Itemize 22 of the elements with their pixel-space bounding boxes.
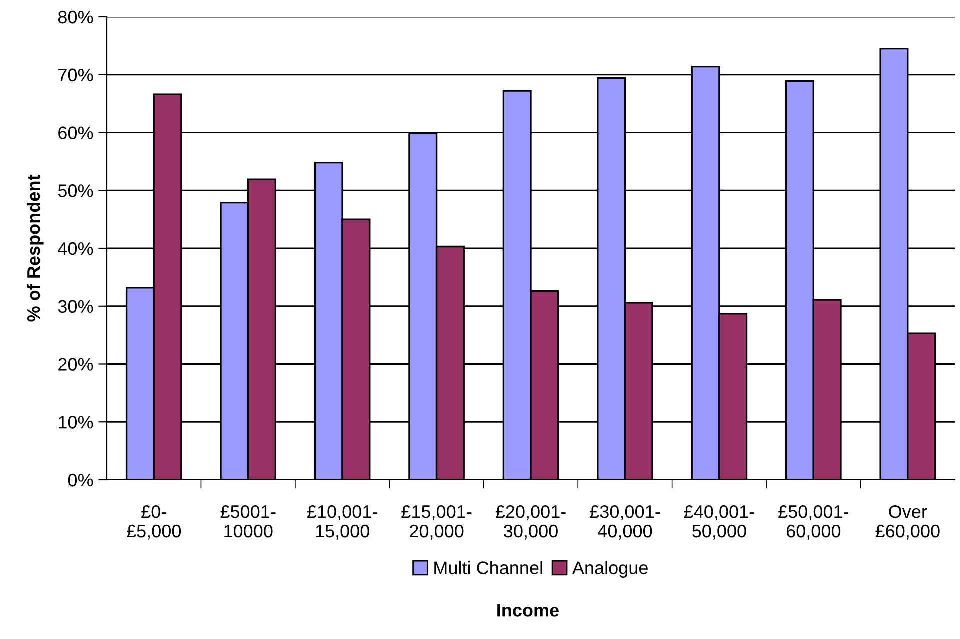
legend-label: Analogue (572, 561, 648, 578)
legend-label: Multi Channel (434, 561, 542, 574)
x-tick-label: £5001- 10000 (220, 505, 276, 538)
x-axis-title: Income (498, 604, 559, 617)
x-tick-label: £30,001- 40,000 (590, 505, 660, 540)
x-tick-label: £0- £5,000 (127, 505, 182, 540)
x-tick-label: £50,001- 60,000 (778, 505, 849, 540)
y-tick-label: 10% (59, 416, 94, 429)
y-tick-label: 40% (58, 242, 94, 256)
y-tick-label: 0% (68, 474, 94, 487)
y-tick-label: 60% (58, 126, 94, 140)
x-tick-label: £10,001- 15,000 (307, 505, 378, 540)
y-tick-label: 30% (58, 300, 94, 314)
y-tick-label: 50% (58, 184, 94, 198)
x-tick-label: £20,001- 30,000 (496, 505, 566, 540)
x-tick-label: £15,001- 20,000 (402, 505, 472, 540)
y-axis-title: % of Respondent (26, 174, 44, 322)
y-tick-label: 70% (58, 68, 94, 82)
x-tick-label: £40,001- 50,000 (684, 505, 754, 540)
x-tick-label: Over £60,000 (876, 505, 940, 540)
y-tick-label: 20% (58, 358, 94, 371)
y-tick-label: 80% (58, 10, 94, 24)
